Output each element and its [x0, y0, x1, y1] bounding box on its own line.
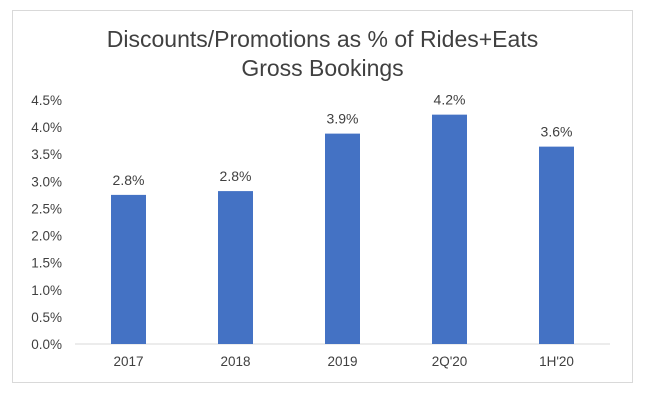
y-tick-label: 3.5%: [31, 147, 62, 162]
chart-title-line-1: Discounts/Promotions as % of Rides+Eats: [106, 26, 539, 52]
y-tick-label: 4.5%: [31, 93, 62, 108]
x-tick-label: 2017: [113, 354, 143, 369]
data-label: 2.8%: [220, 168, 252, 184]
data-label: 3.9%: [327, 111, 359, 127]
chart-title: Discounts/Promotions as % of Rides+Eats …: [13, 25, 632, 83]
y-tick-label: 1.5%: [31, 256, 62, 271]
y-tick-label: 0.5%: [31, 310, 62, 325]
data-label: 3.6%: [541, 124, 573, 140]
x-tick-label: 2019: [327, 354, 357, 369]
x-tick-label: 1H'20: [539, 354, 574, 369]
data-label: 2.8%: [113, 172, 145, 188]
bar: [111, 194, 146, 344]
y-tick-label: 3.0%: [31, 174, 62, 189]
bar: [218, 191, 253, 344]
y-tick-label: 2.5%: [31, 201, 62, 216]
y-tick-label: 1.0%: [31, 283, 62, 298]
chart-title-line-2: Gross Bookings: [241, 55, 404, 81]
x-tick-label: 2018: [220, 354, 250, 369]
bar: [539, 146, 574, 344]
y-tick-label: 4.0%: [31, 120, 62, 135]
bar: [325, 133, 360, 344]
y-tick-label: 2.0%: [31, 229, 62, 244]
bar: [432, 114, 467, 344]
data-label: 4.2%: [434, 92, 466, 108]
x-tick-label: 2Q'20: [432, 354, 468, 369]
y-tick-label: 0.0%: [31, 337, 62, 352]
